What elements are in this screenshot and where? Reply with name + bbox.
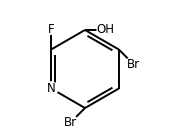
- Circle shape: [45, 82, 58, 95]
- Circle shape: [126, 56, 141, 72]
- Text: F: F: [48, 23, 55, 36]
- Text: OH: OH: [96, 23, 114, 36]
- Text: Br: Br: [64, 116, 77, 129]
- Circle shape: [62, 115, 78, 131]
- Text: N: N: [47, 82, 56, 95]
- Circle shape: [97, 22, 114, 38]
- Circle shape: [46, 24, 56, 34]
- Text: Br: Br: [127, 58, 140, 71]
